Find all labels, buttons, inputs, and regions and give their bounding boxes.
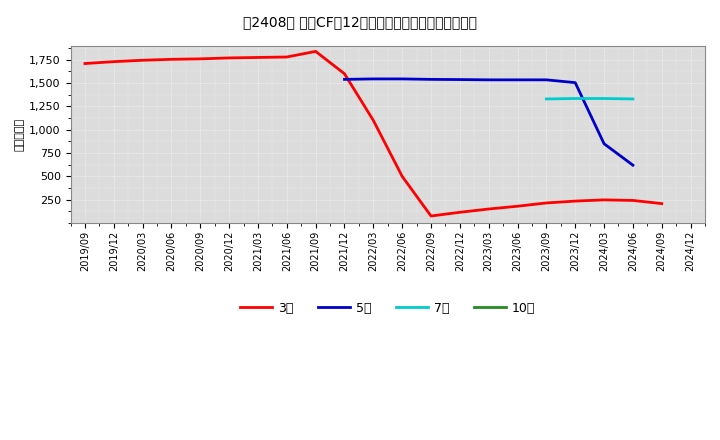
5年 (542, 77, 551, 82)
Line: 3年: 3年 (85, 51, 662, 216)
5年 (340, 77, 348, 82)
Text: ［2408］ 投資CFの12か月移動合計の標準偏差の推移: ［2408］ 投資CFの12か月移動合計の標準偏差の推移 (243, 15, 477, 29)
3年 (629, 198, 637, 203)
7年 (542, 96, 551, 102)
3年 (542, 200, 551, 205)
3年 (571, 198, 580, 204)
Y-axis label: （百万円）: （百万円） (15, 118, 25, 151)
5年 (600, 141, 608, 147)
5年 (456, 77, 464, 82)
3年 (138, 58, 147, 63)
Legend: 3年, 5年, 7年, 10年: 3年, 5年, 7年, 10年 (235, 297, 540, 319)
3年 (109, 59, 118, 64)
5年 (398, 76, 407, 81)
5年 (427, 77, 436, 82)
3年 (225, 55, 233, 61)
Line: 5年: 5年 (344, 79, 633, 165)
5年 (571, 80, 580, 85)
5年 (629, 162, 637, 168)
3年 (456, 209, 464, 215)
3年 (167, 57, 176, 62)
5年 (485, 77, 493, 82)
3年 (253, 55, 262, 60)
7年 (629, 96, 637, 102)
3年 (427, 213, 436, 219)
7年 (600, 96, 608, 101)
3年 (311, 49, 320, 54)
5年 (369, 76, 378, 81)
7年 (571, 96, 580, 101)
3年 (81, 61, 89, 66)
3年 (369, 118, 378, 123)
3年 (282, 55, 291, 60)
3年 (196, 56, 204, 62)
3年 (485, 206, 493, 212)
5年 (513, 77, 522, 82)
3年 (340, 71, 348, 77)
3年 (398, 174, 407, 179)
3年 (600, 197, 608, 202)
3年 (657, 201, 666, 206)
3年 (513, 204, 522, 209)
